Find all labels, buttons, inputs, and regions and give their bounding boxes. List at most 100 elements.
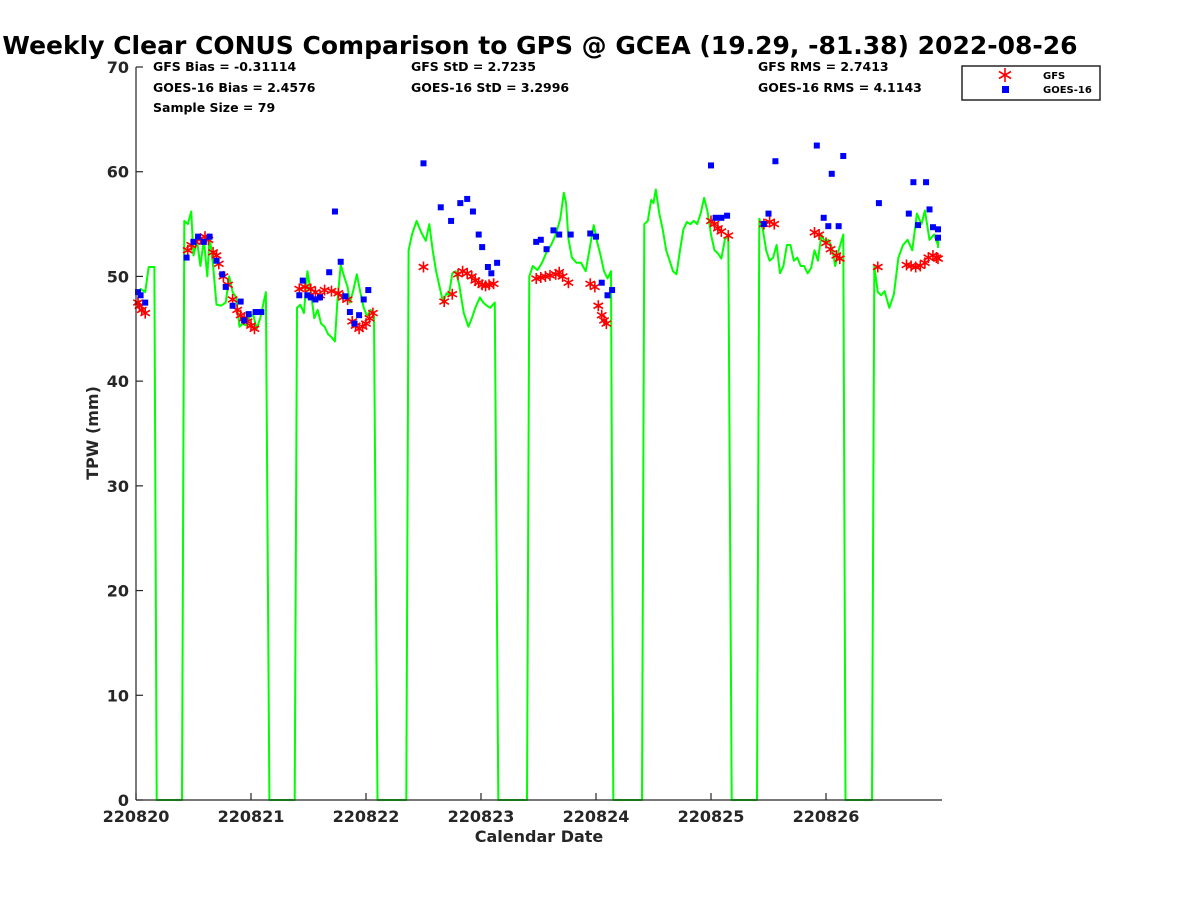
goes16-point <box>593 233 599 240</box>
goes16-point <box>219 271 226 278</box>
goes16-point <box>537 236 544 243</box>
goes16-point <box>494 259 501 266</box>
goes-bias-stat: GOES-16 Bias = 2.4576 <box>153 80 316 95</box>
gfs-point <box>593 300 604 312</box>
legend-gfs-asterisk <box>998 68 1012 82</box>
y-tick-label: 40 <box>107 372 129 391</box>
goes16-point <box>213 257 220 264</box>
goes16-point <box>926 206 933 213</box>
goes16-point <box>910 179 917 186</box>
goes16-point <box>840 153 847 160</box>
stats-block: GFS Bias = -0.31114 GOES-16 Bias = 2.457… <box>153 59 922 115</box>
goes16-point <box>609 287 616 294</box>
series-layer <box>132 142 944 801</box>
goes16-point <box>206 233 213 240</box>
y-tick-label: 10 <box>107 686 129 705</box>
x-ticks: 220820 220821 220822 220823 220824 220825 2208… <box>103 793 860 826</box>
goes16-point <box>241 317 248 324</box>
y-tick-label: 0 <box>118 791 129 810</box>
legend-gfs-marker <box>998 68 1012 82</box>
goes16-point <box>550 227 557 234</box>
goes16-point <box>760 221 767 228</box>
goes16-point <box>935 226 941 233</box>
gfs-std-stat: GFS StD = 2.7235 <box>411 59 536 74</box>
goes16-point <box>437 204 444 211</box>
axes <box>135 67 942 801</box>
gfs-point <box>326 285 337 297</box>
gfs-point <box>333 287 344 299</box>
goes16-point <box>828 170 835 177</box>
goes16-point <box>813 142 820 149</box>
goes16-point <box>533 238 540 245</box>
goes16-point <box>365 287 372 294</box>
gfs-point <box>447 288 458 300</box>
goes16-point <box>351 320 358 327</box>
gfs-point <box>140 307 151 319</box>
goes16-point <box>312 296 319 303</box>
x-tick-label: 220823 <box>448 807 515 826</box>
goes16-point <box>556 231 563 238</box>
goes16-point <box>479 244 486 251</box>
gfs-point <box>488 278 499 290</box>
goes16-point <box>464 195 471 202</box>
gfs-point <box>589 281 601 293</box>
goes16-point <box>923 179 930 186</box>
legend-goes16-label: GOES-16 <box>1043 85 1092 96</box>
goes16-point <box>237 298 244 305</box>
goes16-point <box>296 292 303 299</box>
legend-box <box>961 65 1101 101</box>
goes16-point <box>360 296 367 303</box>
y-tick-label: 50 <box>107 267 129 286</box>
goes16-point <box>929 224 936 231</box>
x-tick-label: 220824 <box>563 807 630 826</box>
goes16-point <box>356 312 363 319</box>
sample-size-stat: Sample Size = 79 <box>153 100 275 115</box>
goes16-point <box>307 294 314 301</box>
gfs-point <box>825 243 836 255</box>
y-tick-label: 70 <box>107 58 129 77</box>
y-ticks: 0 10 20 30 40 50 60 70 <box>107 58 143 810</box>
gfs-point <box>563 277 574 289</box>
goes16-point <box>299 277 306 284</box>
goes16-point <box>137 292 144 299</box>
goes16-point <box>587 230 594 237</box>
goes16-point <box>252 309 259 316</box>
goes16-point <box>135 289 141 296</box>
gps-line-layer <box>137 188 939 801</box>
gfs-bias-stat: GFS Bias = -0.31114 <box>153 59 296 74</box>
gfs-point <box>249 323 260 335</box>
x-tick-label: 220825 <box>678 807 745 826</box>
goes16-point <box>835 223 842 230</box>
x-tick-label: 220820 <box>103 807 170 826</box>
x-tick-label: 220826 <box>793 807 860 826</box>
goes16-point <box>222 283 229 290</box>
goes16-point <box>331 208 338 215</box>
goes16-point <box>258 309 265 316</box>
goes16-point <box>317 294 323 301</box>
goes16-point <box>825 223 832 230</box>
goes16-point <box>598 279 605 286</box>
legend-goes16-marker <box>1002 86 1009 93</box>
goes16-point <box>484 264 491 271</box>
gps-series-line <box>137 188 939 801</box>
goes16-point <box>183 254 190 261</box>
goes16-point <box>200 238 207 245</box>
goes16-point <box>245 311 252 318</box>
goes16-point <box>346 309 353 316</box>
goes16-point <box>337 258 344 265</box>
goes16-point <box>543 246 550 253</box>
goes16-point <box>765 210 772 217</box>
y-tick-label: 20 <box>107 582 129 601</box>
goes16-point <box>475 231 482 238</box>
goes16-point <box>935 234 941 241</box>
goes16-point <box>469 208 476 215</box>
x-tick-label: 220821 <box>218 807 285 826</box>
gfs-point <box>932 253 944 265</box>
gfs-point <box>813 229 825 241</box>
goes16-point <box>820 214 827 221</box>
gfs-rms-stat: GFS RMS = 2.7413 <box>758 59 889 74</box>
gfs-point <box>367 307 379 319</box>
gfs-marker-layer <box>132 215 944 335</box>
goes16-point <box>712 214 719 221</box>
